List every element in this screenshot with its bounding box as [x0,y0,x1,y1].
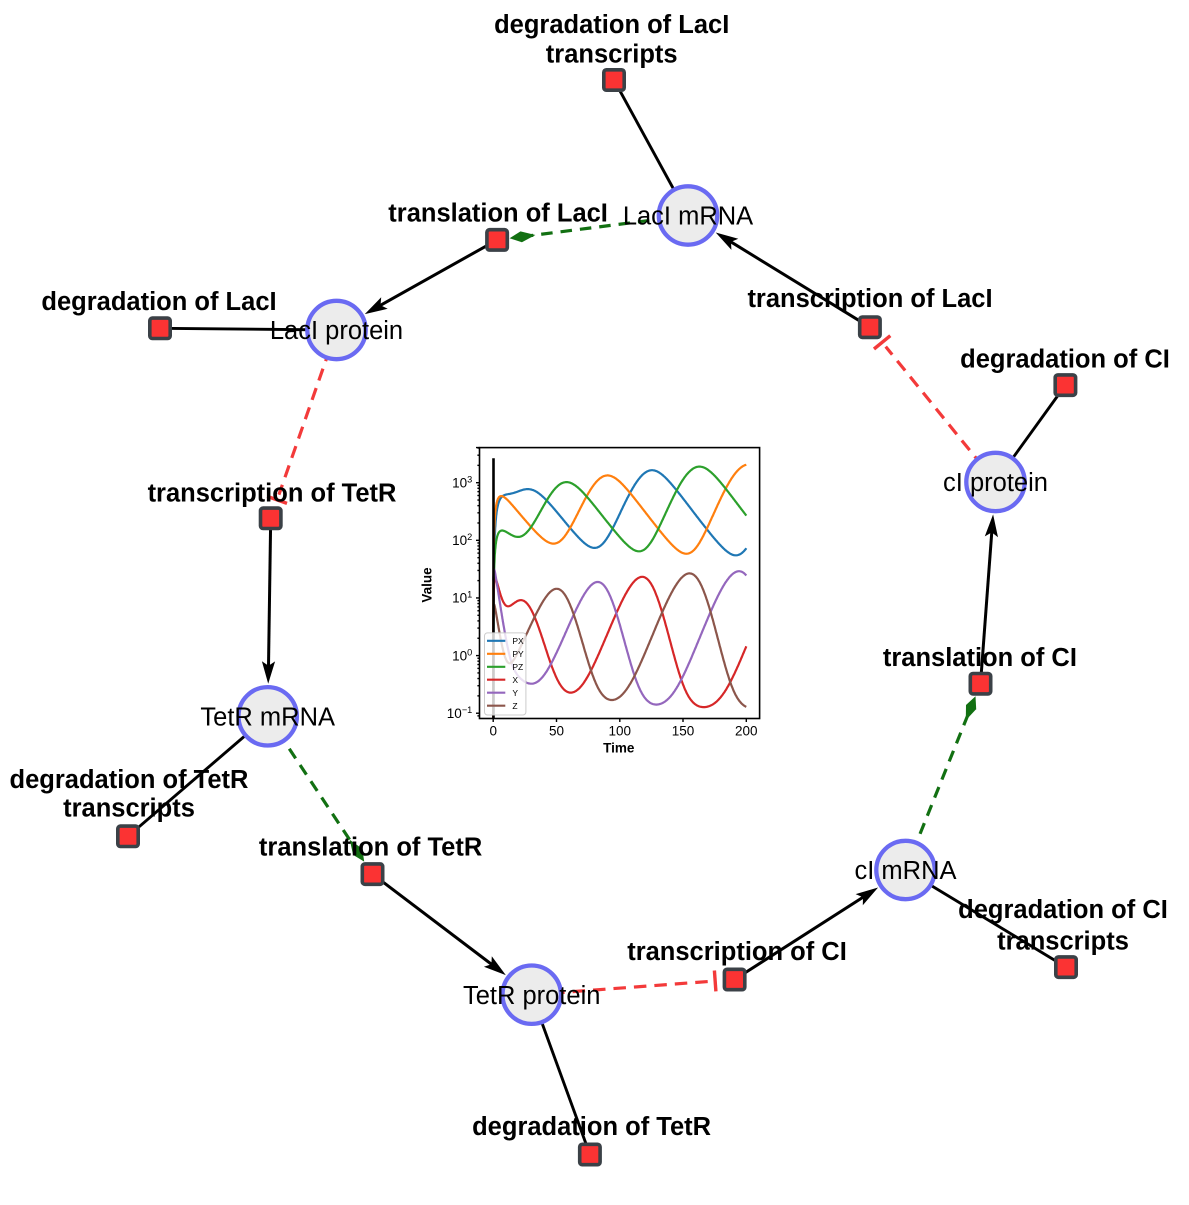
svg-text:translation of TetR: translation of TetR [259,834,482,862]
svg-text:degradation of TetR: degradation of TetR [472,1113,711,1141]
svg-text:cI mRNA: cI mRNA [855,857,957,885]
svg-text:degradation of TetR: degradation of TetR [10,766,249,794]
svg-text:degradation of CI: degradation of CI [958,896,1168,924]
svg-text:150: 150 [672,724,695,739]
svg-text:Value: Value [420,567,435,603]
svg-text:transcripts: transcripts [997,927,1129,955]
svg-text:cI protein: cI protein [943,469,1048,497]
svg-text:LacI mRNA: LacI mRNA [623,203,753,231]
svg-text:degradation of CI: degradation of CI [960,346,1170,374]
svg-text:transcripts: transcripts [546,40,678,68]
svg-text:degradation of LacI: degradation of LacI [41,288,276,316]
svg-text:translation of CI: translation of CI [883,644,1077,672]
svg-text:PX: PX [512,636,524,646]
svg-text:transcription of CI: transcription of CI [627,938,847,966]
svg-text:TetR protein: TetR protein [463,982,601,1010]
svg-text:Z: Z [512,701,517,711]
svg-text:50: 50 [549,724,564,739]
svg-text:degradation of LacI: degradation of LacI [494,11,729,39]
svg-text:PZ: PZ [512,662,523,672]
svg-text:translation of LacI: translation of LacI [388,200,608,228]
svg-text:100: 100 [609,724,632,739]
svg-text:X: X [512,675,518,685]
svg-text:Y: Y [512,688,518,698]
svg-text:PY: PY [512,649,524,659]
svg-text:transcripts: transcripts [63,794,195,822]
svg-text:TetR mRNA: TetR mRNA [200,704,335,732]
svg-text:transcription of TetR: transcription of TetR [148,480,397,508]
svg-text:transcription of LacI: transcription of LacI [747,285,992,313]
svg-text:0: 0 [489,724,497,739]
svg-text:200: 200 [735,724,758,739]
svg-text:LacI protein: LacI protein [270,317,403,345]
svg-text:Time: Time [603,741,635,756]
